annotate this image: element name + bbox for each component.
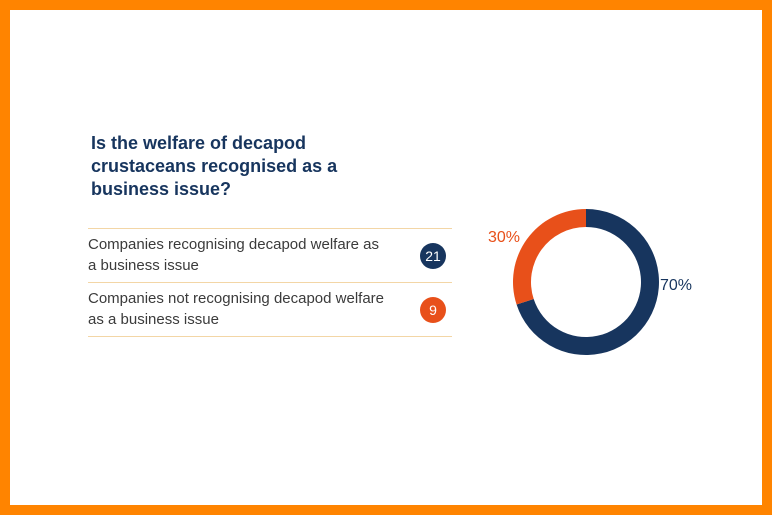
legend-row-not-recognising: Companies not recognising decapod welfar… xyxy=(88,283,452,336)
slice-label-0: 70% xyxy=(660,277,692,294)
divider xyxy=(88,336,452,337)
legend-table: Companies recognising decapod welfare as… xyxy=(88,228,452,337)
card: Is the welfare of decapod crustaceans re… xyxy=(10,10,762,505)
donut-slice-1 xyxy=(513,209,586,305)
divider xyxy=(88,228,452,229)
slice-label-1: 30% xyxy=(488,229,520,246)
legend-row-recognising: Companies recognising decapod welfare as… xyxy=(88,229,452,282)
divider xyxy=(88,282,452,283)
legend-label: Companies recognising decapod welfare as… xyxy=(88,236,380,274)
donut-chart: 70% 30% xyxy=(488,209,692,355)
count-badge-not-recognising: 9 xyxy=(420,297,446,323)
legend-label: Companies not recognising decapod welfar… xyxy=(88,290,385,328)
chart-title: Is the welfare of decapod crustaceans re… xyxy=(91,133,338,199)
count-badge-recognising: 21 xyxy=(420,243,446,269)
